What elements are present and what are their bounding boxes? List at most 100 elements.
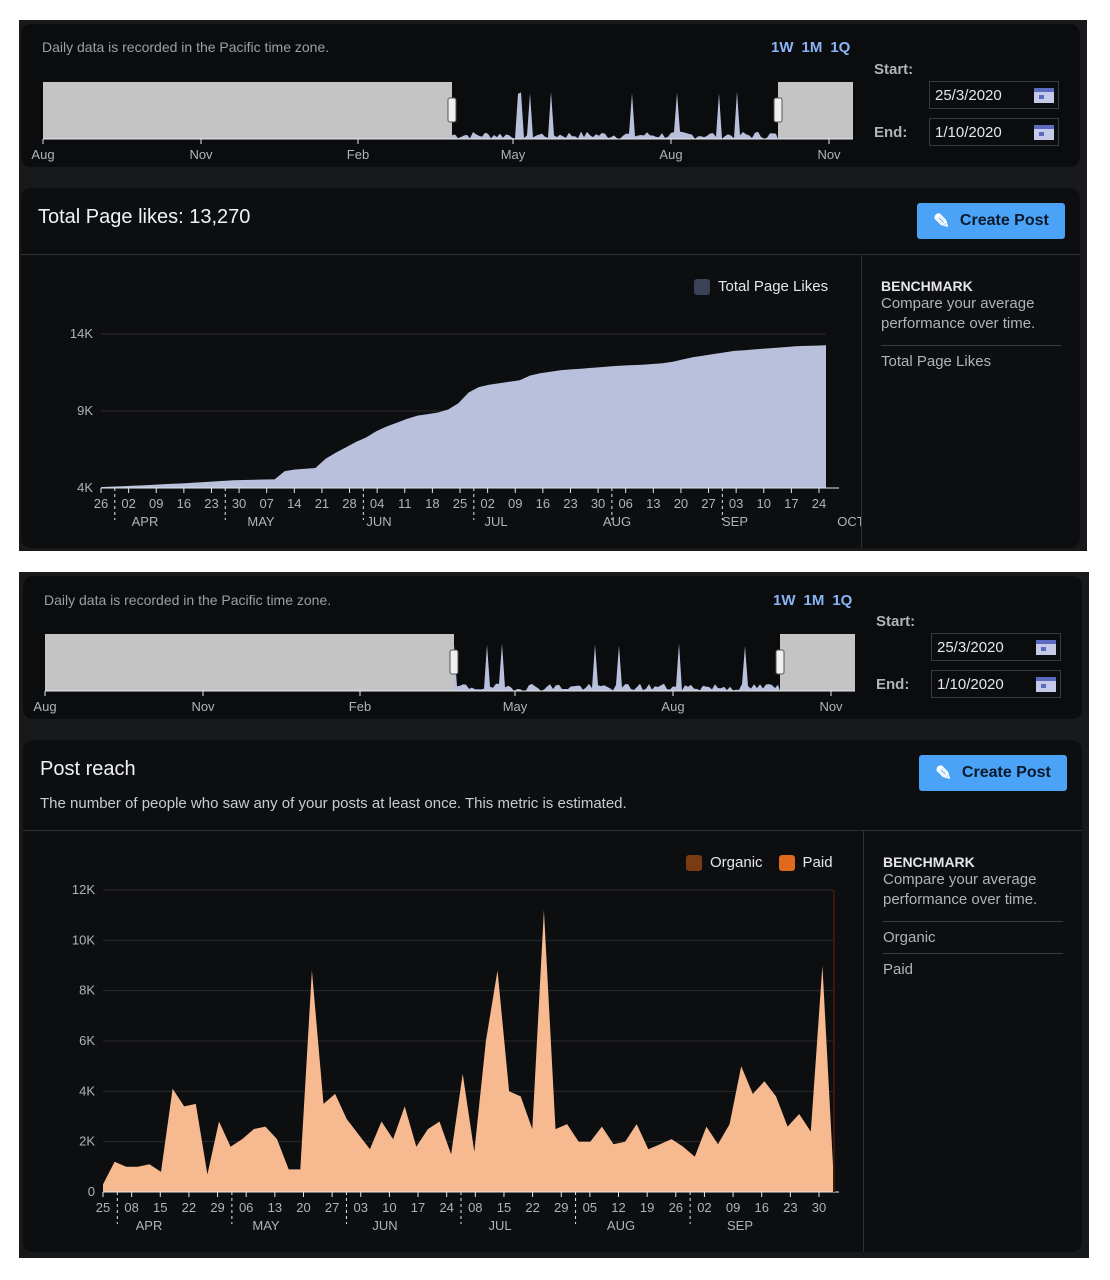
overview-month-label: Nov <box>191 699 215 714</box>
y-tick-label: 10K <box>72 932 95 947</box>
x-month-label: JUL <box>488 1218 511 1233</box>
x-tick-label: 23 <box>563 496 577 511</box>
y-tick-label: 12K <box>72 882 95 897</box>
end-label: End: <box>874 124 908 141</box>
overview-month-label: Aug <box>33 699 56 714</box>
x-tick-label: 02 <box>697 1200 711 1215</box>
overview-month-label: Aug <box>661 699 684 714</box>
start-date-input[interactable]: 25/3/2020 <box>931 633 1061 661</box>
x-tick-label: 12 <box>611 1200 625 1215</box>
y-tick-label: 9K <box>77 403 93 418</box>
benchmark-divider <box>863 831 864 1252</box>
x-month-label: JUN <box>372 1218 397 1233</box>
x-tick-label: 03 <box>354 1200 368 1215</box>
x-tick-label: 07 <box>259 496 273 511</box>
start-date-input[interactable]: 25/3/2020 <box>929 81 1059 109</box>
x-tick-label: 22 <box>525 1200 539 1215</box>
x-month-label: MAY <box>252 1218 280 1233</box>
legend-swatch-organic <box>686 854 702 871</box>
x-tick-label: 02 <box>480 496 494 511</box>
x-tick-label: 06 <box>618 496 632 511</box>
x-tick-label: 11 <box>398 496 412 511</box>
bottom-panel: Daily data is recorded in the Pacific ti… <box>19 572 1089 1258</box>
x-tick-label: 15 <box>497 1200 511 1215</box>
benchmark-divider <box>861 255 862 548</box>
y-tick-label: 4K <box>77 480 93 495</box>
quick-range-1q[interactable]: 1Q <box>830 39 851 56</box>
x-tick-label: 05 <box>583 1200 597 1215</box>
x-month-label: OCT <box>837 514 861 529</box>
x-tick-label: 26 <box>94 496 108 511</box>
x-tick-label: 15 <box>153 1200 167 1215</box>
x-tick-label: 24 <box>439 1200 453 1215</box>
quick-range-1m[interactable]: 1M <box>801 39 823 56</box>
card-divider <box>23 830 1082 831</box>
start-date-value: 25/3/2020 <box>935 87 1002 104</box>
x-tick-label: 09 <box>726 1200 740 1215</box>
pencil-icon: ✎ <box>933 210 950 233</box>
benchmark-separator <box>883 953 1063 954</box>
calendar-icon[interactable] <box>1034 88 1054 103</box>
overview-month-label: Feb <box>349 699 371 714</box>
quick-range-1w[interactable]: 1W <box>771 39 794 56</box>
overview-timeline[interactable]: Aug Nov Feb May Aug Nov <box>21 72 856 172</box>
overview-activity <box>454 643 780 691</box>
create-post-button[interactable]: ✎ Create Post <box>917 203 1065 239</box>
calendar-icon[interactable] <box>1036 677 1056 692</box>
start-label: Start: <box>874 61 914 78</box>
timezone-note: Daily data is recorded in the Pacific ti… <box>44 592 332 608</box>
create-post-label: Create Post <box>961 764 1051 781</box>
page-likes-chart: 4K 9K 14K 26 02 09 16 23 30 07 14 21 28 04 11 18 25 02 09 1… <box>70 326 861 529</box>
page-likes-card: Total Page likes: 13,270 ✎ Create Post To… <box>21 188 1080 548</box>
quick-range-1q[interactable]: 1Q <box>832 592 853 609</box>
x-month-label: SEP <box>722 514 748 529</box>
x-tick-label: 16 <box>177 496 191 511</box>
x-tick-label: 08 <box>124 1200 138 1215</box>
quick-range-1m[interactable]: 1M <box>803 592 825 609</box>
x-tick-label: 25 <box>453 496 467 511</box>
x-tick-label: 29 <box>210 1200 224 1215</box>
y-tick-label: 6K <box>79 1033 95 1048</box>
post-reach-chart: 0 2K 4K 6K 8K 10K 12K 25 08 15 22 29 06 13 20 27 03 10 17 2… <box>72 882 839 1233</box>
x-tick-label: 22 <box>182 1200 196 1215</box>
x-tick-label: 08 <box>468 1200 482 1215</box>
x-tick-label: 30 <box>591 496 605 511</box>
unselected-range <box>778 82 853 139</box>
legend-label-organic: Organic <box>710 854 763 871</box>
top-panel: Daily data is recorded in the Pacific ti… <box>19 20 1087 551</box>
calendar-icon[interactable] <box>1036 640 1056 655</box>
benchmark-separator <box>883 921 1063 922</box>
series-area <box>103 910 834 1192</box>
create-post-label: Create Post <box>959 212 1049 229</box>
benchmark-item[interactable]: Organic <box>883 929 936 946</box>
create-post-button[interactable]: ✎ Create Post <box>919 755 1067 791</box>
range-handle <box>449 649 459 675</box>
post-reach-card: Post reach The number of people who saw … <box>23 740 1082 1252</box>
x-month-label: APR <box>136 1218 163 1233</box>
benchmark-description: Compare your average performance over ti… <box>881 295 1036 332</box>
x-tick-label: 27 <box>325 1200 339 1215</box>
unselected-range <box>43 82 452 139</box>
x-month-label: JUL <box>484 514 507 529</box>
start-label: Start: <box>876 613 916 630</box>
unselected-range <box>780 634 855 691</box>
y-tick-label: 0 <box>88 1184 95 1199</box>
benchmark-item[interactable]: Paid <box>883 961 914 978</box>
end-label: End: <box>876 676 910 693</box>
overview-timeline[interactable]: Aug Nov Feb May Aug Nov <box>23 624 858 724</box>
quick-range-1w[interactable]: 1W <box>773 592 796 609</box>
end-date-input[interactable]: 1/10/2020 <box>929 118 1059 146</box>
y-tick-label: 2K <box>79 1134 95 1149</box>
pencil-icon: ✎ <box>935 762 952 785</box>
benchmark-item[interactable]: Total Page Likes <box>881 353 992 370</box>
x-tick-label: 13 <box>646 496 660 511</box>
date-range-selector: Daily data is recorded in the Pacific ti… <box>21 24 1080 167</box>
overview-month-label: Feb <box>347 147 369 162</box>
calendar-icon[interactable] <box>1034 125 1054 140</box>
x-tick-label: 14 <box>287 496 301 511</box>
end-date-value: 1/10/2020 <box>937 676 1004 693</box>
x-tick-label: 04 <box>370 496 384 511</box>
x-month-label: APR <box>132 514 159 529</box>
end-date-input[interactable]: 1/10/2020 <box>931 670 1061 698</box>
overview-month-label: May <box>501 147 526 162</box>
